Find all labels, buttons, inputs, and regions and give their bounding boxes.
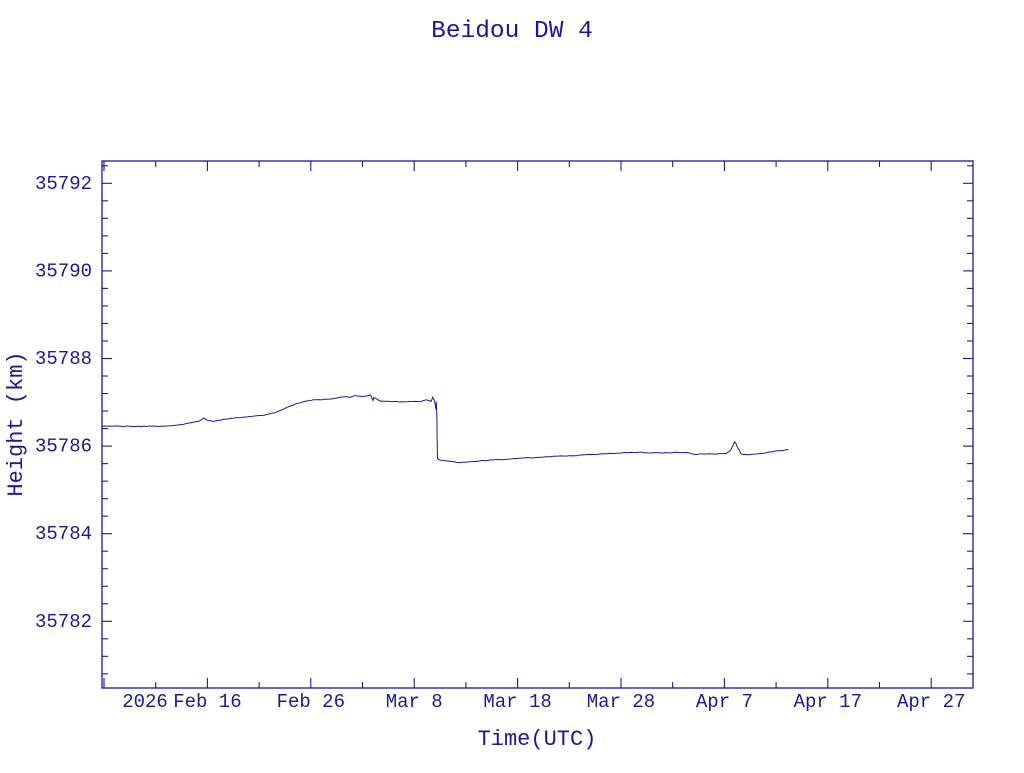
svg-text:35782: 35782 <box>35 611 92 633</box>
svg-text:Mar 18: Mar 18 <box>483 691 551 713</box>
svg-text:Apr 27: Apr 27 <box>897 691 965 713</box>
svg-text:Beidou DW 4: Beidou DW 4 <box>431 18 593 45</box>
svg-text:Feb 16: Feb 16 <box>173 691 241 713</box>
svg-text:Time(UTC): Time(UTC) <box>478 727 597 752</box>
svg-text:35788: 35788 <box>35 348 92 370</box>
svg-text:Mar 8: Mar 8 <box>386 691 443 713</box>
svg-text:Mar 28: Mar 28 <box>587 691 655 713</box>
svg-text:Feb 26: Feb 26 <box>277 691 345 713</box>
svg-text:Apr 7: Apr 7 <box>696 691 753 713</box>
svg-text:35790: 35790 <box>35 261 92 283</box>
svg-text:35792: 35792 <box>35 173 92 195</box>
svg-text:Height (km): Height (km) <box>4 351 29 496</box>
svg-text:35784: 35784 <box>35 523 92 545</box>
svg-text:Apr 17: Apr 17 <box>794 691 862 713</box>
svg-text:2026: 2026 <box>122 691 168 713</box>
svg-text:35786: 35786 <box>35 436 92 458</box>
